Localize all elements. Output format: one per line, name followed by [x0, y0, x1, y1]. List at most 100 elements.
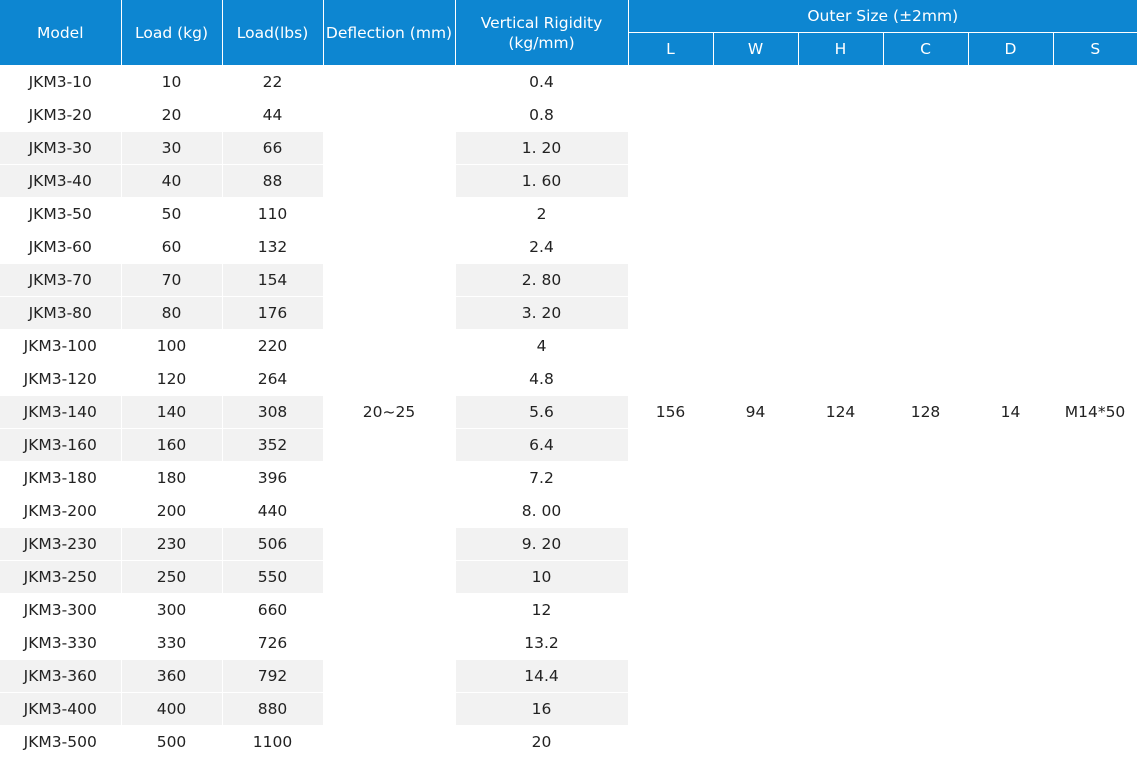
cell-load-lbs: 506: [222, 527, 324, 561]
cell-model: JKM3-120: [0, 362, 122, 396]
cell-load-lbs: 880: [222, 692, 324, 726]
cell-load-kg: 500: [121, 725, 223, 759]
cell-outer-C: 128: [883, 65, 969, 759]
header-W: W: [713, 32, 799, 66]
cell-load-lbs: 550: [222, 560, 324, 594]
header-rigidity-line2: (kg/mm): [508, 33, 575, 52]
cell-load-lbs: 66: [222, 131, 324, 165]
header-H: H: [798, 32, 884, 66]
cell-model: JKM3-20: [0, 98, 122, 132]
cell-model: JKM3-140: [0, 395, 122, 429]
cell-vertical-rigidity: 4.8: [455, 362, 629, 396]
cell-vertical-rigidity: 14.4: [455, 659, 629, 693]
header-model: Model: [0, 0, 122, 66]
table-row: JKM3-50 50 110 2: [0, 197, 1137, 231]
table-body: JKM3-10 10 22 20~25 0.4 156 94 124 128 14 M14*50 JK…: [0, 65, 1137, 759]
table-row: JKM3-60 60 132 2.4: [0, 230, 1137, 264]
header-C: C: [883, 32, 969, 66]
cell-load-kg: 40: [121, 164, 223, 198]
table-row: JKM3-40 40 88 1. 60: [0, 164, 1137, 198]
cell-load-lbs: 660: [222, 593, 324, 627]
cell-vertical-rigidity: 2.4: [455, 230, 629, 264]
cell-vertical-rigidity: 20: [455, 725, 629, 759]
cell-load-lbs: 88: [222, 164, 324, 198]
header-L: L: [628, 32, 714, 66]
cell-model: JKM3-500: [0, 725, 122, 759]
header-deflection: Deflection (mm): [323, 0, 456, 66]
cell-load-lbs: 352: [222, 428, 324, 462]
table-row: JKM3-230 230 506 9. 20: [0, 527, 1137, 561]
cell-load-kg: 360: [121, 659, 223, 693]
cell-model: JKM3-250: [0, 560, 122, 594]
cell-vertical-rigidity: 2. 80: [455, 263, 629, 297]
table-row: JKM3-70 70 154 2. 80: [0, 263, 1137, 297]
cell-load-lbs: 308: [222, 395, 324, 429]
cell-load-lbs: 22: [222, 65, 324, 99]
cell-load-lbs: 110: [222, 197, 324, 231]
cell-load-kg: 140: [121, 395, 223, 429]
table-row: JKM3-20 20 44 0.8: [0, 98, 1137, 132]
cell-model: JKM3-100: [0, 329, 122, 363]
cell-load-kg: 330: [121, 626, 223, 660]
cell-outer-D: 14: [968, 65, 1054, 759]
cell-load-kg: 10: [121, 65, 223, 99]
cell-load-kg: 230: [121, 527, 223, 561]
cell-model: JKM3-400: [0, 692, 122, 726]
table-row: JKM3-200 200 440 8. 00: [0, 494, 1137, 528]
cell-model: JKM3-180: [0, 461, 122, 495]
cell-load-kg: 250: [121, 560, 223, 594]
cell-load-lbs: 264: [222, 362, 324, 396]
cell-vertical-rigidity: 13.2: [455, 626, 629, 660]
cell-load-lbs: 726: [222, 626, 324, 660]
table-row: JKM3-360 360 792 14.4: [0, 659, 1137, 693]
table-row: JKM3-160 160 352 6.4: [0, 428, 1137, 462]
cell-load-lbs: 396: [222, 461, 324, 495]
table-row: JKM3-140 140 308 5.6: [0, 395, 1137, 429]
cell-load-kg: 50: [121, 197, 223, 231]
cell-load-lbs: 132: [222, 230, 324, 264]
cell-load-kg: 300: [121, 593, 223, 627]
cell-vertical-rigidity: 1. 60: [455, 164, 629, 198]
cell-load-lbs: 792: [222, 659, 324, 693]
cell-load-kg: 20: [121, 98, 223, 132]
cell-load-lbs: 44: [222, 98, 324, 132]
cell-vertical-rigidity: 16: [455, 692, 629, 726]
header-vertical-rigidity: Vertical Rigidity (kg/mm): [455, 0, 629, 66]
cell-outer-L: 156: [628, 65, 714, 759]
header-outer-size: Outer Size (±2mm): [628, 0, 1137, 33]
cell-load-kg: 160: [121, 428, 223, 462]
cell-model: JKM3-230: [0, 527, 122, 561]
cell-load-lbs: 440: [222, 494, 324, 528]
table-row: JKM3-330 330 726 13.2: [0, 626, 1137, 660]
cell-vertical-rigidity: 0.4: [455, 65, 629, 99]
cell-load-kg: 80: [121, 296, 223, 330]
header-load-lbs: Load(lbs): [222, 0, 324, 66]
cell-model: JKM3-30: [0, 131, 122, 165]
cell-model: JKM3-70: [0, 263, 122, 297]
cell-load-kg: 100: [121, 329, 223, 363]
cell-vertical-rigidity: 6.4: [455, 428, 629, 462]
cell-load-kg: 180: [121, 461, 223, 495]
cell-load-kg: 200: [121, 494, 223, 528]
cell-load-kg: 120: [121, 362, 223, 396]
cell-load-lbs: 154: [222, 263, 324, 297]
header-load-kg: Load (kg): [121, 0, 223, 66]
cell-vertical-rigidity: 10: [455, 560, 629, 594]
cell-vertical-rigidity: 0.8: [455, 98, 629, 132]
cell-load-lbs: 1100: [222, 725, 324, 759]
cell-load-kg: 60: [121, 230, 223, 264]
table-row: JKM3-30 30 66 1. 20: [0, 131, 1137, 165]
table-row: JKM3-250 250 550 10: [0, 560, 1137, 594]
cell-model: JKM3-330: [0, 626, 122, 660]
table-row: JKM3-300 300 660 12: [0, 593, 1137, 627]
cell-vertical-rigidity: 8. 00: [455, 494, 629, 528]
cell-load-kg: 70: [121, 263, 223, 297]
cell-model: JKM3-50: [0, 197, 122, 231]
cell-load-kg: 30: [121, 131, 223, 165]
table-row: JKM3-80 80 176 3. 20: [0, 296, 1137, 330]
cell-model: JKM3-10: [0, 65, 122, 99]
cell-vertical-rigidity: 7.2: [455, 461, 629, 495]
cell-outer-W: 94: [713, 65, 799, 759]
cell-model: JKM3-360: [0, 659, 122, 693]
